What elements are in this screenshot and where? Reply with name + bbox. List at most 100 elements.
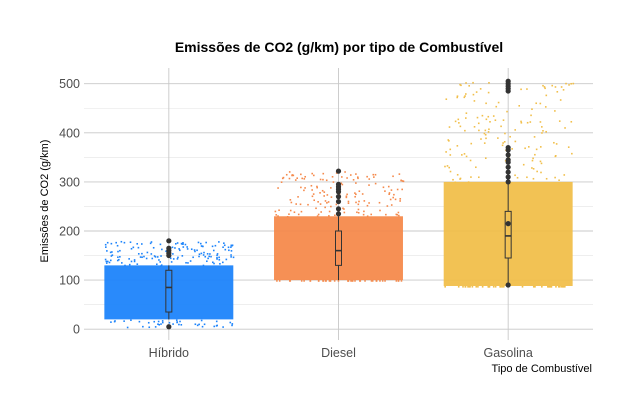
- jitter-point: [382, 186, 385, 189]
- jitter-point: [456, 145, 459, 147]
- jitter-point: [128, 258, 130, 260]
- jitter-point: [375, 280, 378, 282]
- jitter-point: [193, 249, 196, 251]
- outlier-point: [166, 238, 172, 244]
- jitter-point: [481, 285, 484, 288]
- jitter-point: [141, 243, 143, 245]
- jitter-point: [178, 323, 180, 326]
- jitter-point: [534, 285, 536, 288]
- jitter-point: [371, 280, 374, 282]
- jitter-point: [213, 262, 215, 265]
- jitter-point: [218, 256, 220, 259]
- jitter-point: [294, 179, 297, 181]
- jitter-point: [222, 246, 224, 249]
- y-tick-label: 500: [59, 77, 80, 91]
- jitter-point: [520, 88, 522, 91]
- jitter-point: [230, 246, 232, 248]
- jitter-point: [179, 249, 181, 252]
- jitter-point: [504, 132, 506, 135]
- jitter-point: [214, 244, 217, 247]
- jitter-point: [456, 96, 459, 99]
- outlier-point: [335, 168, 342, 174]
- jitter-point: [200, 252, 203, 255]
- ticks: 0 100 200 300 400 500 Híbrido Diesel Gasolina: [59, 77, 533, 360]
- jitter-point: [346, 193, 348, 196]
- jitter-point: [457, 118, 460, 121]
- outlier-point: [335, 211, 342, 217]
- jitter-point: [341, 176, 343, 178]
- jitter-point: [484, 133, 487, 136]
- jitter-point: [281, 177, 284, 180]
- jitter-point: [316, 185, 318, 188]
- jitter-point: [231, 244, 234, 247]
- outlier-point: [335, 198, 342, 205]
- jitter-point: [106, 241, 109, 244]
- jitter-point: [488, 285, 491, 288]
- jitter-point: [229, 321, 232, 324]
- jitter-point: [180, 324, 183, 326]
- jitter-point: [198, 253, 201, 256]
- jitter-point: [189, 260, 192, 262]
- outlier-point: [505, 152, 511, 158]
- jitter-point: [502, 142, 504, 144]
- jitter-point: [341, 183, 344, 186]
- jitter-point: [539, 160, 542, 163]
- jitter-point: [476, 116, 479, 119]
- jitter-point: [465, 117, 467, 119]
- jitter-point: [568, 84, 570, 86]
- jitter-point: [129, 241, 132, 244]
- jitter-point: [384, 190, 386, 192]
- jitter-point: [472, 81, 474, 84]
- jitter-point: [176, 242, 179, 244]
- jitter-point: [459, 178, 461, 180]
- jitter-point: [532, 285, 535, 288]
- jitter-point: [463, 153, 466, 155]
- jitter-point: [161, 320, 164, 322]
- jitter-point: [477, 176, 480, 179]
- jitter-point: [177, 256, 179, 259]
- jitter-point: [151, 257, 154, 260]
- jitter-point: [449, 154, 452, 156]
- boxplots: [165, 78, 512, 330]
- jitter-point: [521, 285, 524, 288]
- outlier-point: [335, 194, 342, 200]
- jitter-point: [497, 137, 499, 139]
- jitter-point: [535, 148, 538, 151]
- jitter-point: [347, 200, 350, 203]
- jitter-point: [116, 259, 119, 262]
- jitter-point: [171, 246, 174, 249]
- jitter-point: [202, 264, 205, 267]
- jitter-point: [168, 321, 171, 324]
- jitter-point: [548, 285, 550, 288]
- jitter-point: [446, 165, 449, 167]
- jitter-point: [328, 210, 331, 213]
- jitter-point: [492, 115, 495, 117]
- y-tick-label: 200: [59, 225, 80, 239]
- jitter-point: [304, 187, 306, 189]
- jitter-point: [368, 202, 370, 204]
- jitter-point: [394, 198, 397, 201]
- jitter-point: [105, 246, 107, 248]
- jitter-point: [192, 256, 194, 259]
- jitter-point: [156, 256, 159, 258]
- jitter-point: [539, 102, 542, 105]
- jitter-point: [514, 174, 516, 177]
- jitter-point: [289, 199, 292, 201]
- jitter-point: [161, 321, 164, 324]
- jitter-point: [204, 255, 207, 258]
- jitter-point: [555, 285, 557, 288]
- jitter-point: [475, 285, 478, 288]
- jitter-point: [541, 285, 543, 288]
- jitter-point: [400, 280, 403, 282]
- jitter-point: [469, 285, 471, 288]
- jitter-point: [342, 207, 344, 210]
- jitter-point: [225, 258, 228, 261]
- jitter-point: [157, 320, 160, 323]
- jitter-point: [520, 120, 522, 123]
- jitter-point: [465, 93, 467, 95]
- jitter-point: [526, 88, 528, 90]
- jitter-point: [459, 83, 461, 86]
- jitter-point: [313, 199, 315, 202]
- jitter-point: [468, 85, 470, 87]
- jitter-point: [564, 127, 566, 129]
